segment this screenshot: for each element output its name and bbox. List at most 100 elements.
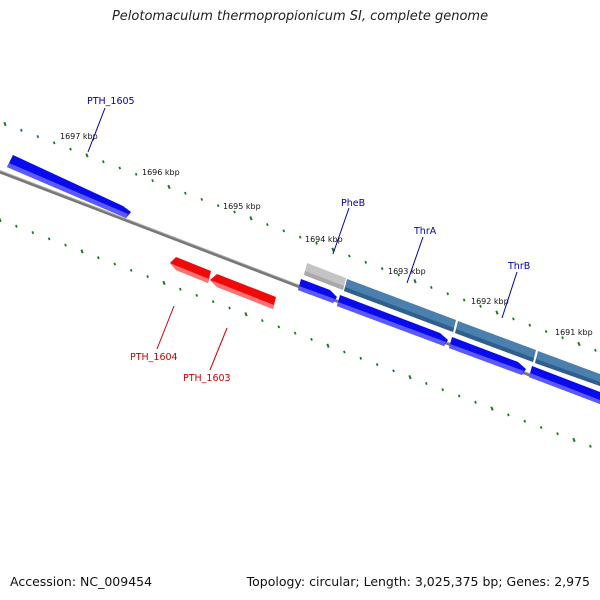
outer-tick [20, 128, 23, 132]
outer-tick [52, 141, 56, 145]
inner-tick [113, 262, 117, 266]
inner-tick [47, 237, 51, 241]
tick-label-1696: 1696 kbp [142, 168, 180, 177]
tick-label-1693: 1693 kbp [388, 267, 426, 276]
inner-tick [64, 243, 67, 247]
outer-tick [184, 191, 187, 195]
outer-tick [315, 241, 318, 245]
outer-tick [85, 153, 89, 158]
outer-tick [544, 329, 548, 334]
gene-label-pth-1603[interactable]: PTH_1603 [183, 373, 231, 384]
inner-tick [359, 356, 363, 360]
outer-tick [413, 279, 417, 284]
inner-tick [211, 300, 215, 304]
inner-tick [293, 331, 297, 335]
gene-label-pth-1604[interactable]: PTH_1604 [130, 352, 178, 363]
outer-tick [348, 254, 351, 258]
leader-pheb [332, 207, 350, 255]
gene-thra-shade [337, 302, 446, 346]
gene-pth-1603-shade [210, 280, 274, 309]
tick-label-1691: 1691 kbp [555, 328, 593, 337]
leader-pth-1604 [156, 305, 175, 350]
gene-next-forward-shade [529, 373, 600, 404]
outer-tick [266, 223, 269, 227]
inner-tick [343, 350, 346, 354]
operon-track [304, 263, 600, 386]
inner-tick [375, 363, 379, 367]
outer-tick [118, 166, 122, 170]
gene-label-thra[interactable]: ThrA [413, 226, 437, 237]
outer-tick [282, 229, 286, 233]
leader-thra [406, 236, 424, 284]
operon-next-shade [535, 359, 600, 386]
tick-label-1692: 1692 kbp [471, 297, 509, 306]
outer-tick [200, 197, 204, 201]
map-title: Pelotomaculum thermopropionicum SI, comp… [111, 9, 489, 24]
gene-pth-1605-shade [7, 163, 128, 218]
inner-tick [261, 319, 264, 323]
outer-tick [298, 235, 302, 239]
leader-pth-1605 [87, 107, 106, 153]
genome-summary-label: Topology: circular; Length: 3,025,375 bp… [246, 574, 590, 589]
inner-tick [408, 375, 412, 380]
outer-tick-track [3, 121, 597, 352]
outer-tick [364, 260, 368, 264]
inner-tick [392, 369, 395, 373]
inner-tick [31, 231, 35, 235]
outer-tick [331, 247, 335, 252]
operon-thrb-shade [455, 329, 534, 362]
outer-tick [462, 298, 466, 302]
gene-pheb-shade [298, 286, 335, 303]
inner-tick [457, 394, 461, 398]
outer-tick [3, 121, 7, 127]
tick-label-1694: 1694 kbp [305, 235, 343, 244]
gene-label-thrb[interactable]: ThrB [507, 261, 530, 272]
outer-tick [380, 267, 384, 271]
outer-tick [36, 135, 40, 139]
outer-tick [167, 184, 171, 190]
inner-tick [523, 419, 527, 423]
inner-tick [556, 432, 559, 436]
gene-pth-1604-shade [170, 263, 209, 283]
inner-tick [179, 287, 182, 291]
inner-tick [310, 337, 313, 341]
inner-tick [162, 280, 166, 286]
leader-thrb [501, 271, 518, 319]
inner-tick [441, 388, 445, 392]
inner-tick [277, 325, 281, 329]
gene-thrb-shade [449, 344, 524, 375]
tick-label-1697: 1697 kbp [60, 132, 98, 141]
pseudo-gene-pheb-shade [304, 271, 344, 290]
inner-tick [195, 293, 199, 297]
gene-label-pth-1605[interactable]: PTH_1605 [87, 96, 135, 107]
inner-tick [97, 256, 100, 260]
outer-tick [69, 147, 72, 151]
inner-tick [15, 224, 18, 228]
inner-tick [589, 444, 592, 448]
inner-tick [0, 217, 2, 223]
inner-tick [572, 437, 576, 443]
label-leaders [87, 107, 518, 371]
outer-tick [249, 216, 253, 221]
outer-tick [430, 285, 433, 290]
outer-tick [446, 292, 450, 296]
outer-tick [479, 304, 482, 308]
outer-tick [594, 348, 597, 352]
inner-tick [507, 413, 510, 417]
outer-tick [528, 323, 532, 327]
tick-label-1695: 1695 kbp [223, 202, 261, 211]
reverse-genes [170, 257, 276, 309]
outer-tick [512, 317, 515, 321]
outer-tick [216, 204, 220, 208]
inner-tick-track [0, 217, 592, 448]
outer-tick [397, 273, 400, 277]
outer-tick [151, 179, 154, 183]
accession-label: Accession: NC_009454 [10, 574, 153, 589]
operon-thra-shade [344, 287, 454, 332]
inner-tick [244, 312, 248, 317]
inner-tick [425, 381, 428, 386]
leader-pth-1603 [209, 327, 228, 371]
inner-tick [539, 425, 543, 430]
outer-tick [233, 210, 236, 214]
gene-label-pheb[interactable]: PheB [341, 198, 365, 209]
